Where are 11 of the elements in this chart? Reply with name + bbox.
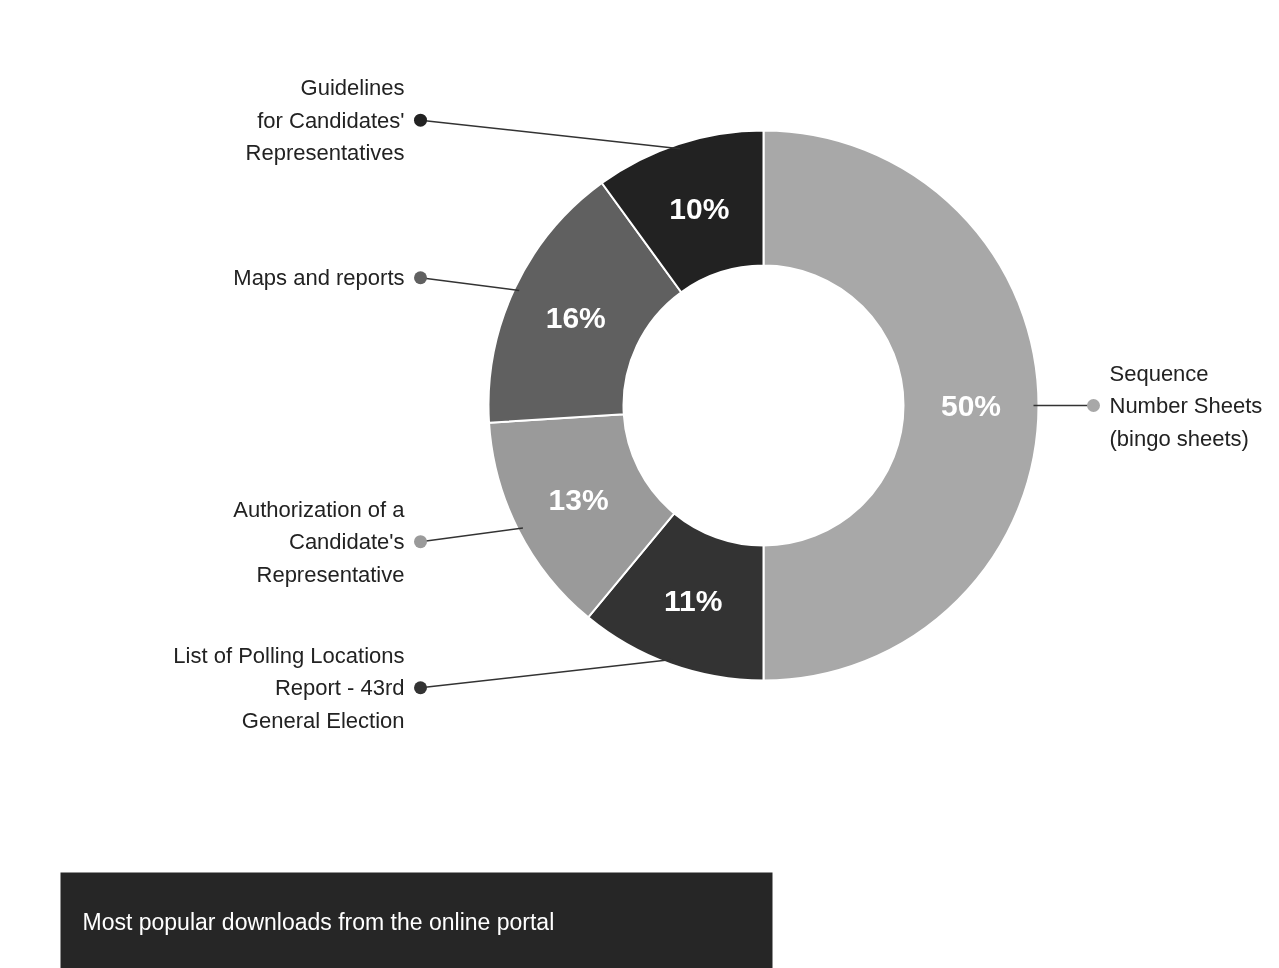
data-label: 10%	[669, 191, 730, 225]
data-label: 50%	[940, 389, 1002, 422]
data-label: 16%	[545, 300, 606, 334]
legend-label: Guidelines for Candidates' Representatives	[245, 75, 405, 166]
legend-label: List of Polling Locations Report - 43rd General Election	[173, 642, 405, 733]
text: Most popular downloads from the online portal	[82, 908, 555, 935]
data-label: 13%	[548, 483, 609, 517]
slice-label: Sequence Number Sheets (bingo sheets)	[1109, 360, 1263, 451]
legend-label: Authorization of a Candidate's Representative	[233, 496, 406, 587]
data-label: 11%	[664, 584, 723, 618]
legend-label: Maps and reports	[233, 265, 405, 291]
